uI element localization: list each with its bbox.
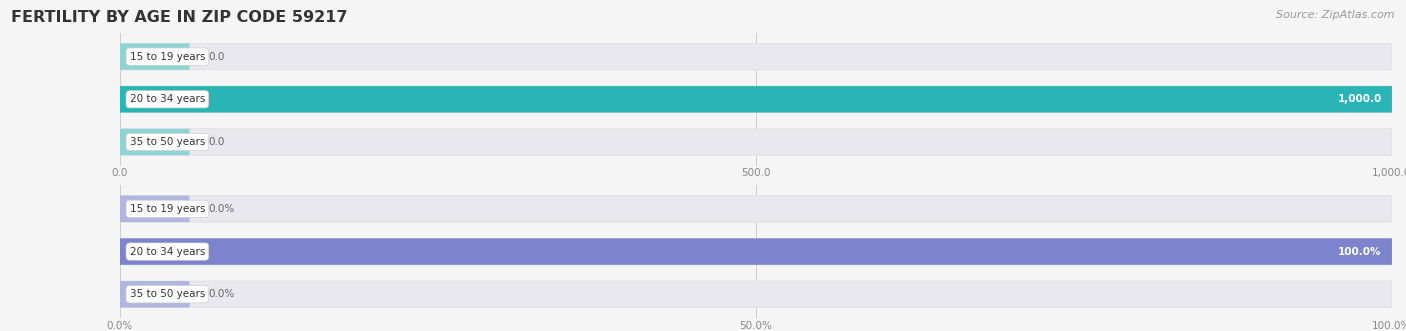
Text: 0.0: 0.0	[208, 137, 225, 147]
Text: 35 to 50 years: 35 to 50 years	[129, 289, 205, 299]
FancyBboxPatch shape	[120, 43, 190, 70]
Text: FERTILITY BY AGE IN ZIP CODE 59217: FERTILITY BY AGE IN ZIP CODE 59217	[11, 10, 347, 25]
Text: 20 to 34 years: 20 to 34 years	[129, 94, 205, 104]
FancyBboxPatch shape	[120, 86, 1392, 113]
FancyBboxPatch shape	[120, 43, 1392, 70]
FancyBboxPatch shape	[120, 281, 1392, 307]
Text: 20 to 34 years: 20 to 34 years	[129, 247, 205, 257]
FancyBboxPatch shape	[120, 129, 1392, 155]
FancyBboxPatch shape	[120, 238, 1392, 265]
FancyBboxPatch shape	[120, 196, 190, 222]
FancyBboxPatch shape	[120, 281, 190, 307]
Text: 100.0%: 100.0%	[1339, 247, 1382, 257]
FancyBboxPatch shape	[120, 196, 1392, 222]
Text: 35 to 50 years: 35 to 50 years	[129, 137, 205, 147]
FancyBboxPatch shape	[120, 238, 1392, 265]
Text: 0.0: 0.0	[208, 52, 225, 62]
Text: 15 to 19 years: 15 to 19 years	[129, 52, 205, 62]
FancyBboxPatch shape	[120, 129, 190, 155]
Text: Source: ZipAtlas.com: Source: ZipAtlas.com	[1277, 10, 1395, 20]
Text: 15 to 19 years: 15 to 19 years	[129, 204, 205, 214]
Text: 0.0%: 0.0%	[208, 289, 235, 299]
Text: 1,000.0: 1,000.0	[1337, 94, 1382, 104]
Text: 0.0%: 0.0%	[208, 204, 235, 214]
FancyBboxPatch shape	[120, 86, 1392, 113]
